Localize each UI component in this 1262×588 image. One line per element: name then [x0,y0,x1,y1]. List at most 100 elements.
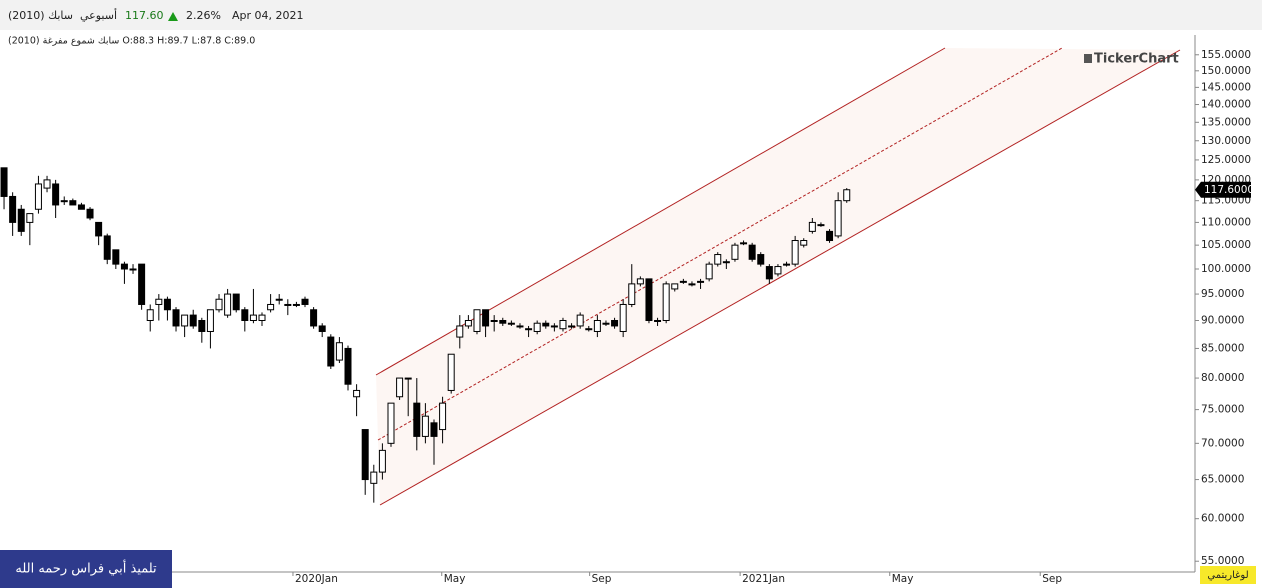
candle-body [318,325,326,332]
candle-body [447,353,455,391]
candle-body [611,319,619,327]
x-tick-label: May [444,573,466,585]
candle-body [430,422,438,437]
candle-body [249,314,257,321]
scale-button[interactable] [1200,566,1256,584]
candle-body [95,221,103,237]
last-price-label: 117.6000 [1204,184,1254,196]
y-tick-label: 135.0000 [1201,116,1251,128]
y-tick-label: 60.0000 [1201,513,1244,525]
candle-body [533,322,541,332]
candle-body [52,183,60,206]
y-tick-label: 80.0000 [1201,372,1244,384]
candle-body [43,179,51,189]
candle-body [817,224,825,227]
candle-body [843,189,851,202]
candle-body [189,314,197,327]
candle-body [86,208,94,219]
candle-body [120,263,128,270]
candle-body [550,325,558,328]
candle-body [473,309,481,332]
candle-body [688,283,696,286]
y-tick-label: 75.0000 [1201,404,1244,416]
candle-body [576,314,584,327]
candle-body [215,298,223,311]
candle-body [490,319,498,322]
candle-body [456,325,464,338]
last-price-tag [1195,181,1251,198]
channel-lower [379,49,1181,506]
candle-body [378,449,386,473]
y-tick-label: 130.0000 [1201,135,1251,147]
candle-body [800,240,808,246]
change: 2.26% [186,9,221,22]
logo-icon [1084,54,1092,63]
candle-body [353,389,361,398]
y-tick-label: 110.0000 [1201,216,1251,228]
candle-body [232,293,240,311]
candle-body [499,319,507,324]
candle-body [198,319,206,332]
candle-body [705,263,713,280]
candle-body [335,342,343,361]
candle-body [129,268,137,271]
y-tick-label: 90.0000 [1201,314,1244,326]
candle-body [791,240,799,265]
candle-body [344,347,352,385]
candle-body [464,319,472,327]
candle-body [9,195,17,223]
candle-body [654,319,662,322]
scale-button-text[interactable]: لوغاريتمي [1207,570,1248,581]
candle-body [301,298,309,305]
candle-body [206,309,214,332]
candle-body [740,242,748,245]
candle-body [748,244,756,260]
candle-body [636,278,644,285]
header-bar [0,0,1262,30]
candle-body [619,303,627,332]
banner-text: تلميذ أبي فراس رحمه الله [15,560,157,577]
candle-body [0,167,8,197]
candle-body [224,293,232,316]
candle-body [327,336,335,367]
candle-body [439,402,447,431]
y-tick-label: 85.0000 [1201,342,1244,354]
y-tick-label: 140.0000 [1201,99,1251,111]
banner [0,550,172,588]
candle-body [146,309,154,321]
candle-body [267,303,275,311]
channel-fill [376,48,1180,505]
candle-body [722,261,730,264]
x-tick-label: Sep [592,573,612,585]
candle-body [241,309,249,321]
candle-body [112,249,120,265]
candle-body [413,402,421,437]
candle-body [155,298,163,305]
x-tick-label: May [892,573,914,585]
logo: TickerChart [1094,52,1179,67]
y-tick-label: 95.0000 [1201,288,1244,300]
candle-body [808,221,816,232]
up-icon [168,12,178,21]
candle-body [559,319,567,330]
ohlc-legend: (2010) سابك شموع مفرغة O:88.3 H:89.7 L:8… [8,36,255,47]
candle-body [507,322,515,325]
candle-body [593,319,601,332]
y-tick-label: 150.0000 [1201,65,1251,77]
candle-body [275,298,283,301]
candle-body [765,266,773,280]
x-tick-label: Sep [1042,573,1062,585]
candle-body [783,263,791,266]
y-tick-label: 100.0000 [1201,263,1251,275]
candle-body [310,309,318,327]
symbol: سابك (2010) [8,9,73,22]
candle-body [645,278,653,321]
candle-body [714,254,722,265]
candle-body [387,402,395,444]
y-tick-label: 105.0000 [1201,239,1251,251]
candle-body [396,377,404,398]
candle-body [60,200,68,203]
candle-body [671,283,679,290]
y-tick-label: 65.0000 [1201,474,1244,486]
candle-body [258,314,266,321]
